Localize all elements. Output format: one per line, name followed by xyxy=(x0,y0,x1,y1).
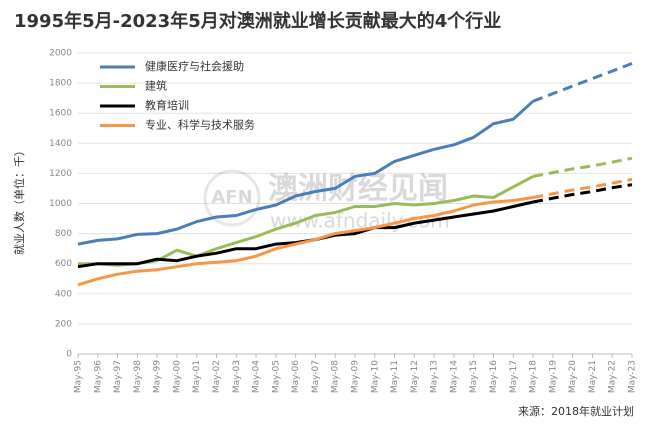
x-tick-label: May-05 xyxy=(271,360,281,393)
x-tick-label: May-15 xyxy=(469,360,479,393)
x-tick-label: May-23 xyxy=(628,360,638,393)
y-tick-label: 400 xyxy=(55,289,72,299)
legend-label: 建筑 xyxy=(145,79,167,93)
chart-title: 1995年5月-2023年5月对澳洲就业增长贡献最大的4个行业 xyxy=(14,10,501,32)
x-tick-label: May-00 xyxy=(172,360,182,393)
x-tick-label: May-22 xyxy=(608,360,618,393)
x-tick-label: May-17 xyxy=(509,360,519,393)
x-tick-label: May-09 xyxy=(351,360,361,393)
forecast-line xyxy=(532,183,633,204)
x-tick-label: May-11 xyxy=(390,360,400,393)
x-tick-label: May-20 xyxy=(568,360,578,393)
legend-label: 专业、科学与技术服务 xyxy=(145,118,255,132)
y-axis-label: 就业人数（单位：千） xyxy=(12,145,26,255)
x-tick-label: May-98 xyxy=(133,360,143,393)
y-tick-label: 1200 xyxy=(49,169,72,179)
y-tick-label: 1000 xyxy=(49,199,72,209)
x-tick-label: May-96 xyxy=(93,360,103,393)
x-tick-label: May-16 xyxy=(489,360,499,393)
x-tick-label: May-02 xyxy=(212,360,222,393)
line xyxy=(77,100,535,246)
y-tick-label: 0 xyxy=(66,350,72,360)
source: 来源：2018年就业计划 xyxy=(518,404,634,418)
x-tick-label: May-06 xyxy=(291,360,301,393)
x-tick-label: May-99 xyxy=(153,360,163,393)
x-tick-label: May-18 xyxy=(529,360,539,393)
x-tick-label: May-01 xyxy=(192,360,202,393)
forecast-line xyxy=(532,177,633,199)
y-tick-label: 1400 xyxy=(49,139,72,149)
x-tick-label: May-08 xyxy=(331,360,341,393)
y-tick-label: 600 xyxy=(55,259,72,269)
y-tick-label: 800 xyxy=(55,229,72,239)
x-tick-label: May-07 xyxy=(311,360,321,393)
y-tick-label: 200 xyxy=(55,319,72,329)
x-tick-label: May-97 xyxy=(113,360,123,393)
x-tick-label: May-95 xyxy=(74,360,84,393)
y-tick-label: 1600 xyxy=(49,109,72,119)
forecast-line xyxy=(532,156,633,178)
x-tick-label: May-03 xyxy=(232,360,242,393)
forecast-line xyxy=(532,62,633,103)
line xyxy=(77,196,534,287)
x-tick-label: May-19 xyxy=(548,360,558,393)
y-tick-label: 2000 xyxy=(49,49,72,59)
x-tick-label: May-10 xyxy=(370,360,380,393)
x-tick-label: May-12 xyxy=(410,360,420,393)
watermark-logo xyxy=(203,169,261,227)
watermark-logo-text: AFN xyxy=(211,187,252,208)
x-tick-label: May-13 xyxy=(430,360,440,393)
legend-label: 教育培训 xyxy=(145,98,189,112)
x-tick-label: May-21 xyxy=(588,360,598,393)
x-tick-label: May-04 xyxy=(252,360,262,393)
x-tick-label: May-14 xyxy=(449,360,459,393)
legend-label: 健康医疗与社会援助 xyxy=(145,59,244,73)
y-tick-label: 1800 xyxy=(49,79,72,89)
